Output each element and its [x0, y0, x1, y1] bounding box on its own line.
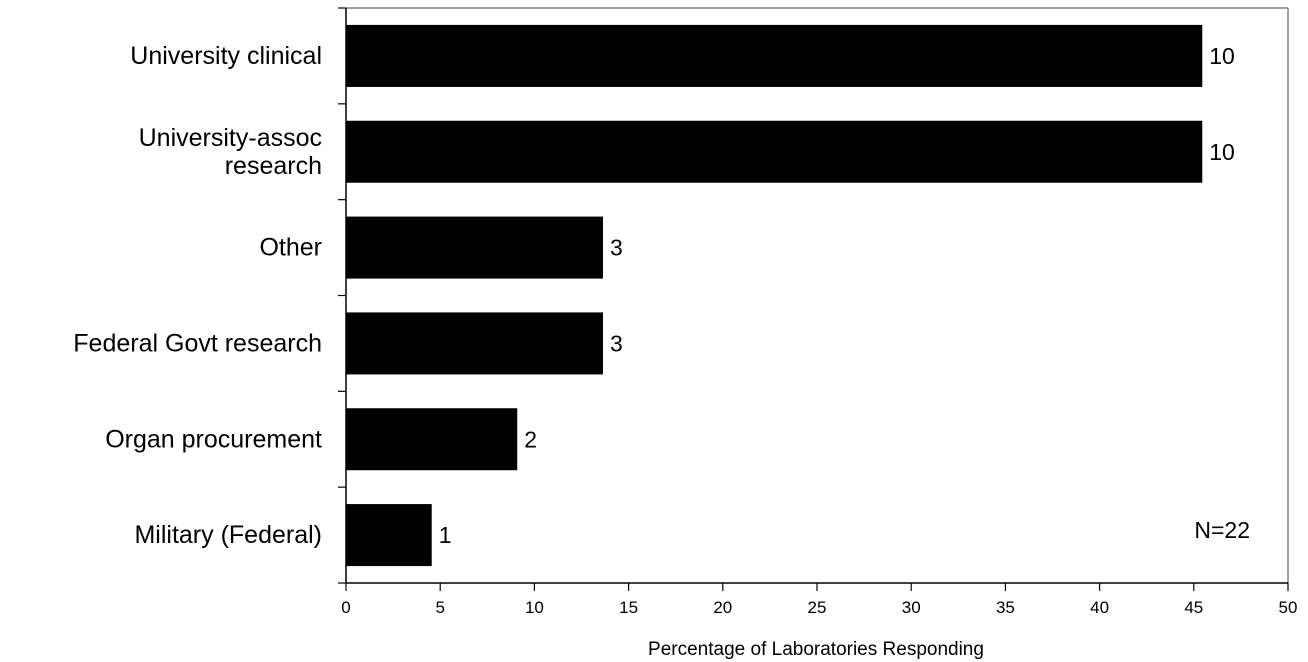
bar: [346, 120, 1203, 183]
category-label: research: [225, 152, 322, 180]
value-labels: 10 10 3 3 2 1: [439, 43, 1235, 548]
x-tick-label: 10: [525, 598, 544, 617]
category-label: University-assoc: [139, 124, 322, 152]
category-label: Other: [259, 234, 322, 262]
x-axis-label: Percentage of Laboratories Responding: [648, 639, 984, 660]
bar-value-label: 3: [610, 330, 623, 356]
bar: [346, 216, 603, 279]
category-label: Organ procurement: [105, 425, 322, 453]
x-tick-labels: 0 5 10 15 20 25 30 35 40 45 50: [341, 598, 1297, 617]
bars: [346, 24, 1203, 567]
x-tick-label: 40: [1090, 598, 1109, 617]
x-tick-label: 45: [1184, 598, 1203, 617]
x-tick-label: 30: [902, 598, 921, 617]
category-labels: University clinical University-assocresea…: [73, 42, 322, 549]
x-tick-label: 20: [713, 598, 732, 617]
x-tick-label: 15: [619, 598, 638, 617]
x-tick-label: 35: [996, 598, 1015, 617]
bar-value-label: 2: [524, 426, 537, 452]
axes: [338, 7, 1289, 591]
bar-value-label: 1: [439, 522, 452, 548]
bar-value-label: 3: [610, 235, 623, 261]
n-annotation: N=22: [1194, 517, 1250, 543]
x-tick-label: 0: [341, 598, 350, 617]
bar: [346, 504, 432, 567]
category-label: University clinical: [130, 42, 322, 70]
bar-value-label: 10: [1209, 139, 1235, 165]
bar: [346, 24, 1203, 87]
bar: [346, 312, 603, 375]
bar-value-label: 10: [1209, 43, 1235, 69]
x-tick-label: 50: [1279, 598, 1298, 617]
category-label: Federal Govt research: [73, 329, 322, 357]
bar: [346, 408, 518, 471]
category-label: Military (Federal): [134, 521, 322, 549]
plot-frame: [346, 7, 1289, 583]
x-tick-label: 25: [808, 598, 827, 617]
x-tick-label: 5: [435, 598, 444, 617]
